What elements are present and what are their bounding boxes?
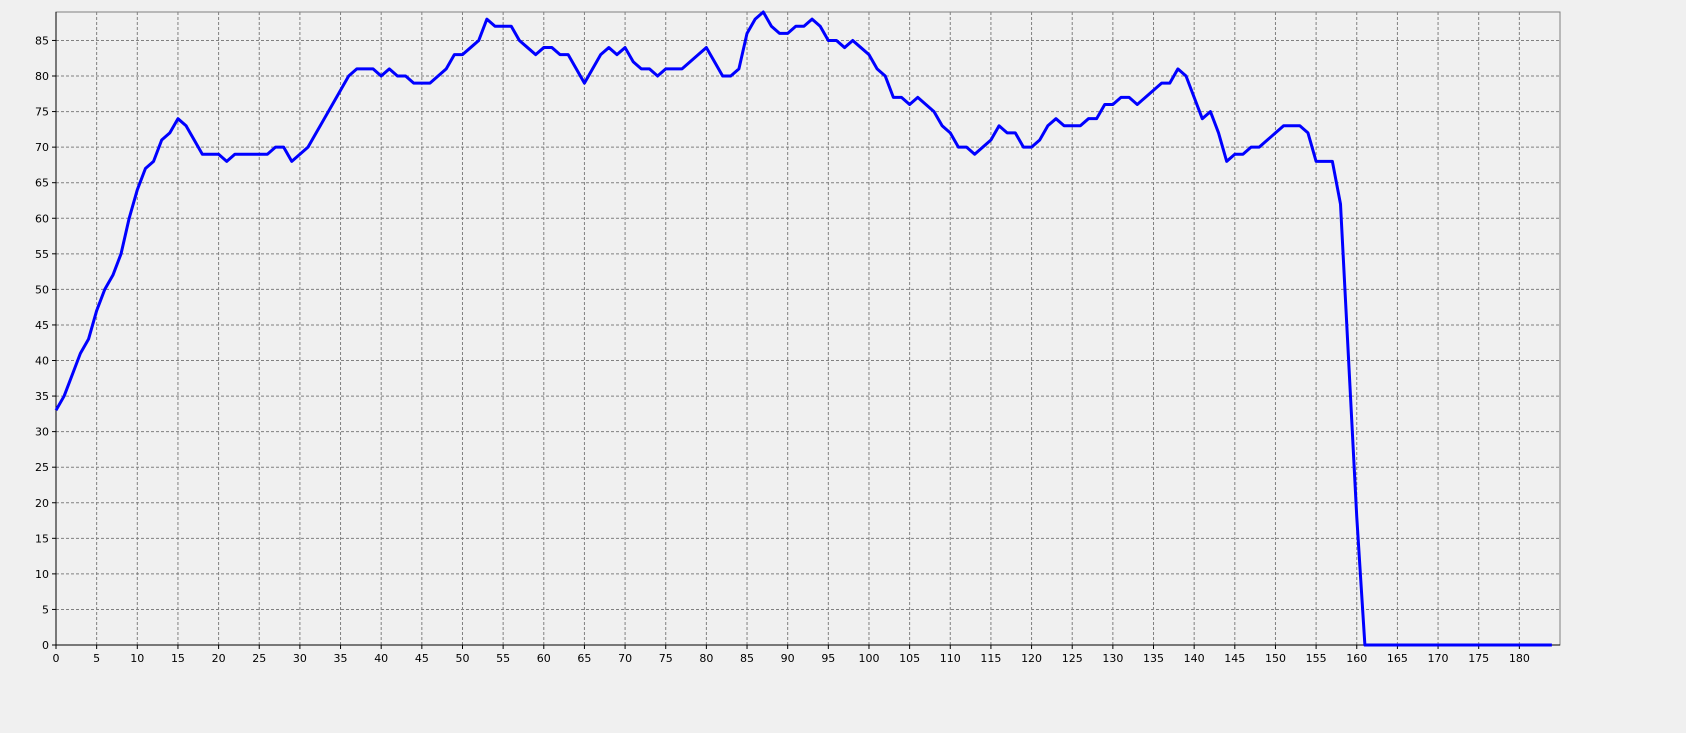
x-tick-label: 25 [252,652,266,665]
x-tick-label: 70 [618,652,632,665]
x-tick-label: 10 [130,652,144,665]
x-tick-label: 110 [940,652,961,665]
x-tick-label: 90 [781,652,795,665]
x-tick-label: 180 [1509,652,1530,665]
x-tick-label: 50 [455,652,469,665]
y-tick-label: 65 [35,177,49,190]
x-tick-label: 165 [1387,652,1408,665]
x-tick-label: 140 [1184,652,1205,665]
y-tick-label: 60 [35,212,49,225]
y-tick-label: 25 [35,461,49,474]
x-tick-label: 115 [980,652,1001,665]
x-tick-label: 75 [659,652,673,665]
x-tick-label: 95 [821,652,835,665]
x-tick-label: 35 [334,652,348,665]
x-tick-label: 0 [53,652,60,665]
x-tick-label: 55 [496,652,510,665]
y-tick-label: 10 [35,568,49,581]
plot-area [55,11,1561,646]
y-tick-label: 45 [35,319,49,332]
y-tick-label: 70 [35,141,49,154]
x-tick-label: 155 [1306,652,1327,665]
x-tick-label: 120 [1021,652,1042,665]
x-tick-label: 60 [537,652,551,665]
x-tick-label: 105 [899,652,920,665]
y-tick-label: 5 [42,603,49,616]
y-tick-label: 0 [42,639,49,652]
x-tick-label: 150 [1265,652,1286,665]
y-tick-label: 30 [35,426,49,439]
x-tick-label: 65 [577,652,591,665]
y-tick-label: 55 [35,248,49,261]
y-tick-label: 40 [35,355,49,368]
x-tick-label: 85 [740,652,754,665]
x-tick-label: 15 [171,652,185,665]
x-tick-label: 130 [1102,652,1123,665]
y-tick-label: 75 [35,106,49,119]
x-tick-label: 5 [93,652,100,665]
x-tick-label: 80 [699,652,713,665]
x-tick-label: 175 [1468,652,1489,665]
y-tick-label: 20 [35,497,49,510]
x-tick-label: 160 [1346,652,1367,665]
y-tick-label: 85 [35,34,49,47]
x-tick-label: 40 [374,652,388,665]
y-tick-label: 35 [35,390,49,403]
data-line [54,10,1552,647]
y-tick-label: 80 [35,70,49,83]
x-tick-label: 45 [415,652,429,665]
x-tick-label: 170 [1428,652,1449,665]
x-tick-label: 30 [293,652,307,665]
x-tick-label: 125 [1062,652,1083,665]
x-tick-label: 100 [858,652,879,665]
x-tick-label: 135 [1143,652,1164,665]
y-tick-label: 50 [35,283,49,296]
y-tick-label: 15 [35,532,49,545]
x-tick-label: 20 [212,652,226,665]
x-tick-label: 145 [1224,652,1245,665]
